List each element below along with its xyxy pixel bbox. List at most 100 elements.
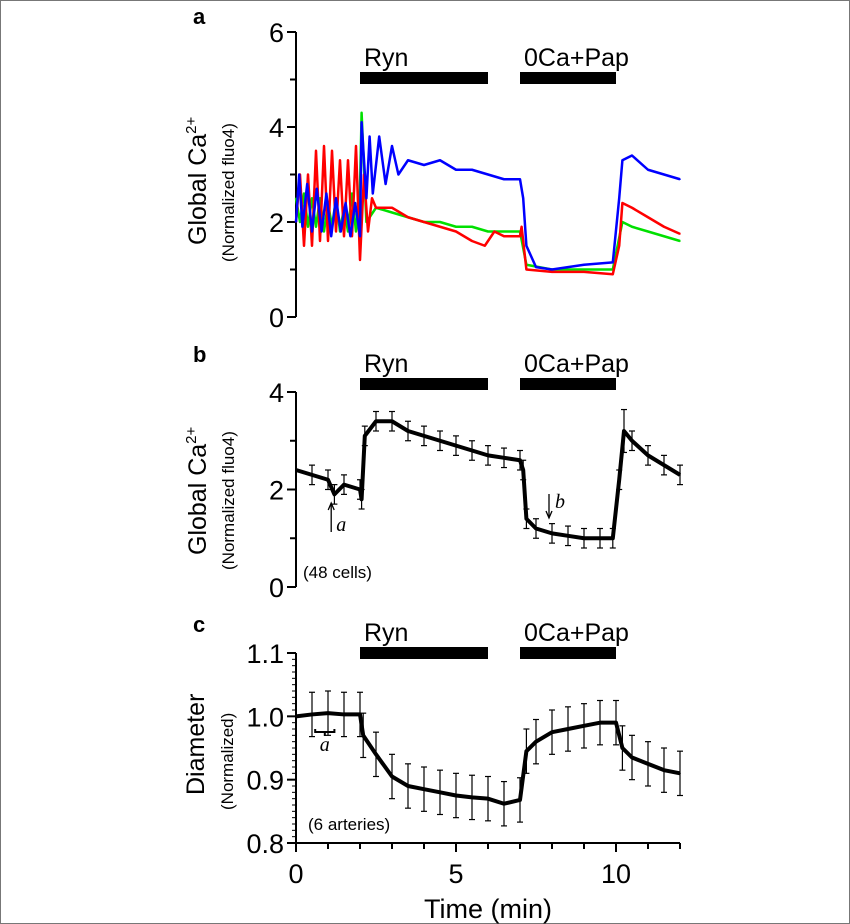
marker-label: b <box>555 491 565 513</box>
data-point <box>647 230 649 233</box>
data-point <box>359 488 361 491</box>
data-point <box>351 192 353 195</box>
data-point <box>487 797 489 800</box>
data-point <box>503 802 505 805</box>
data-point <box>375 753 377 756</box>
cell-count-note: (48 cells) <box>303 563 372 582</box>
data-point <box>407 159 409 162</box>
data-point <box>519 235 521 238</box>
data-point <box>311 713 313 716</box>
data-point <box>618 478 620 481</box>
data-point <box>327 712 329 714</box>
data-point <box>360 121 363 124</box>
data-point <box>471 168 473 171</box>
data-point <box>522 197 524 200</box>
data-point <box>618 197 620 200</box>
x-tick-label: 5 <box>448 859 463 889</box>
data-point <box>663 464 665 466</box>
data-point <box>360 111 363 114</box>
data-point <box>397 173 400 176</box>
data-point <box>306 183 309 185</box>
data-point <box>391 775 393 778</box>
data-point <box>423 435 425 437</box>
data-point <box>525 244 528 247</box>
data-point <box>323 230 325 233</box>
data-point <box>371 197 373 200</box>
series-line-1 <box>295 711 681 806</box>
y-tick-label: 4 <box>269 113 284 143</box>
data-point <box>503 178 505 181</box>
data-point <box>391 211 393 214</box>
y-tick-label: 0.9 <box>246 766 284 796</box>
data-point <box>455 444 457 447</box>
x-tick-label: 0 <box>288 859 303 889</box>
data-point <box>621 747 624 749</box>
data-point <box>503 457 505 459</box>
y-axis-sublabel-a: (Normalized fluo4) <box>219 123 238 262</box>
data-point <box>303 244 305 247</box>
data-point <box>551 532 553 535</box>
data-point <box>439 439 441 442</box>
condition-bar <box>360 378 488 390</box>
data-point <box>320 230 323 233</box>
data-point <box>327 478 329 481</box>
data-point <box>679 772 681 775</box>
data-point <box>439 791 441 794</box>
series-line-2 <box>294 144 681 276</box>
data-point <box>487 230 489 233</box>
data-point <box>384 183 387 185</box>
data-point <box>311 244 313 247</box>
data-point <box>339 159 341 162</box>
data-point <box>647 454 649 457</box>
data-point <box>307 225 309 228</box>
data-point <box>439 159 441 162</box>
data-point <box>679 233 681 235</box>
y-tick-label: 0 <box>269 303 284 333</box>
data-point <box>355 145 357 147</box>
data-point <box>583 263 585 266</box>
data-point <box>631 439 633 442</box>
data-point <box>621 202 624 204</box>
y-axis-sublabel-b: (Normalized fluo4) <box>219 431 238 570</box>
data-point <box>618 244 620 247</box>
data-point <box>347 159 349 162</box>
data-point <box>372 192 374 195</box>
panel-c: c Diameter (Normalized) (6 arteries) Tim… <box>182 612 683 924</box>
data-point <box>631 756 633 759</box>
data-point <box>333 493 336 496</box>
data-point <box>631 154 633 157</box>
data-point <box>316 187 318 190</box>
condition-label: Ryn <box>364 44 408 72</box>
y-tick-label: 6 <box>269 18 284 48</box>
data-point <box>319 197 321 200</box>
data-point <box>663 769 665 771</box>
data-point <box>535 266 537 268</box>
data-point <box>487 173 489 176</box>
data-point <box>599 721 601 724</box>
y-axis-label-c: Diameter <box>182 694 210 795</box>
data-point <box>311 474 313 476</box>
data-point <box>364 435 366 437</box>
arrowhead-icon <box>545 510 553 520</box>
y-tick-label: 4 <box>269 378 284 408</box>
condition-label: Ryn <box>364 619 408 647</box>
data-point <box>340 230 342 233</box>
data-point <box>551 271 553 273</box>
data-point <box>471 225 473 228</box>
data-point <box>519 178 521 181</box>
data-point <box>679 178 681 181</box>
y-tick-label: 2 <box>269 208 284 238</box>
panel-label-b: b <box>193 342 206 367</box>
condition-label: 0Ca+Pap <box>524 44 629 72</box>
panel-b: b Global Ca2+ (Normalized fluo4) (48 cel… <box>183 342 683 603</box>
data-point <box>612 261 614 264</box>
data-point <box>375 420 377 423</box>
data-point <box>391 206 393 209</box>
condition-bar <box>520 647 616 659</box>
data-point <box>551 731 553 733</box>
artery-count-note: (6 arteries) <box>308 815 390 834</box>
data-point <box>663 225 665 228</box>
data-point <box>631 225 633 228</box>
data-point <box>455 230 457 233</box>
